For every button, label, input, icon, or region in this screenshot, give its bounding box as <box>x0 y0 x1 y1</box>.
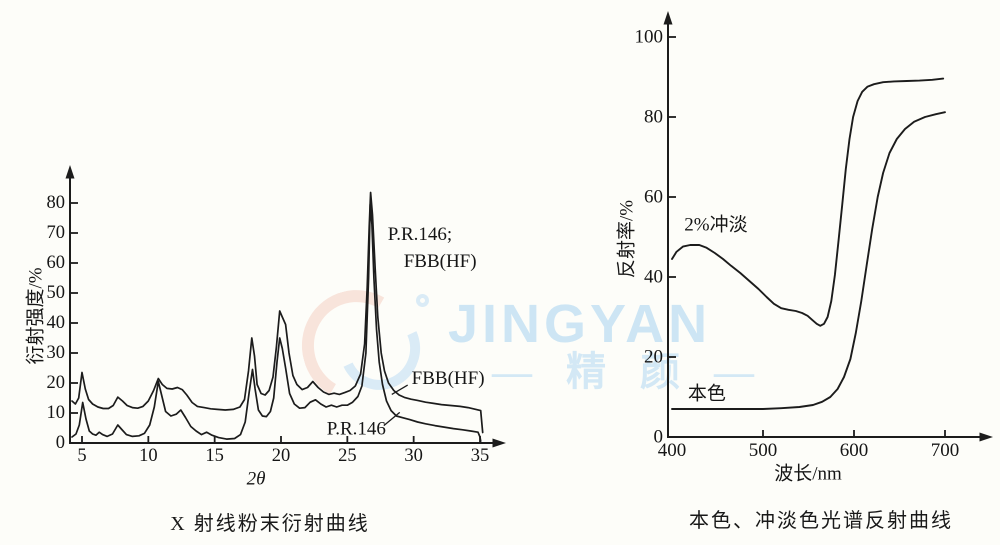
y-axis-arrowhead <box>663 11 673 25</box>
y-tick-label: 80 <box>644 107 663 128</box>
series-curve-0 <box>71 191 484 434</box>
x-axis-title: 波长/nm <box>774 463 842 485</box>
y-tick-label: 60 <box>644 187 663 208</box>
x-axis-arrowhead <box>979 432 993 442</box>
x-tick-label: 30 <box>404 446 423 466</box>
y-tick-label: 10 <box>47 403 66 423</box>
annotation-label: P.R.146 <box>327 419 386 440</box>
left-chart-caption: X 射线粉末衍射曲线 <box>170 513 370 535</box>
x-tick-label: 15 <box>205 446 224 466</box>
y-axis-arrowhead <box>65 165 75 179</box>
x-tick-label: 600 <box>840 440 869 461</box>
y-tick-label: 100 <box>635 27 664 48</box>
y-tick-label: 60 <box>47 253 66 273</box>
series-curve-0 <box>671 77 945 327</box>
y-tick-label: 30 <box>47 343 66 363</box>
annotation-leader-line <box>383 411 401 427</box>
y-tick-label: 20 <box>644 347 663 368</box>
x-axis-arrowhead <box>492 438 506 448</box>
x-axis-title: 2θ <box>247 469 266 490</box>
x-tick-label: 20 <box>272 446 291 466</box>
watermark-brand-text: JINGYAN <box>448 294 712 354</box>
y-tick-label: 40 <box>644 267 663 288</box>
watermark-brand-chinese: — 精 颜 — <box>492 349 766 394</box>
x-tick-label: 35 <box>471 446 490 466</box>
annotation-leader-line <box>391 384 409 395</box>
x-tick-label: 10 <box>139 446 158 466</box>
y-tick-label: 0 <box>654 427 664 448</box>
watermark-logo-swirl-icon <box>289 277 440 415</box>
annotation-label: P.R.146; <box>388 224 452 245</box>
right-chart-caption: 本色、冲淡色光谱反射曲线 <box>689 510 953 532</box>
y-tick-label: 40 <box>47 313 66 333</box>
annotation-label: FBB(HF) <box>412 368 485 389</box>
series-curve-1 <box>671 111 946 410</box>
y-tick-label: 20 <box>47 373 66 393</box>
xrd-chart: 0 10 20 30 40 50 60 70 80 5 10 15 20 25 30 35 2θ 衍射强度/% P.… <box>25 165 506 490</box>
x-tick-label: 25 <box>338 446 357 466</box>
annotation-label: FBB(HF) <box>404 251 477 272</box>
y-tick-label: 80 <box>47 193 66 213</box>
y-axis-title: 反射率/% <box>616 200 638 278</box>
annotation-label: 2%冲淡 <box>684 214 747 236</box>
y-tick-label: 0 <box>56 433 65 453</box>
x-tick-label: 500 <box>749 440 778 461</box>
y-tick-label: 70 <box>47 223 66 243</box>
x-tick-label: 400 <box>658 440 687 461</box>
series-curve-1 <box>71 203 482 443</box>
x-tick-label: 5 <box>77 446 86 466</box>
y-tick-label: 50 <box>47 283 66 303</box>
annotation-label: 本色 <box>688 382 726 404</box>
x-tick-label: 700 <box>931 440 960 461</box>
y-axis-title: 衍射强度/% <box>25 267 47 364</box>
watermark-swirl-dot <box>416 294 429 307</box>
